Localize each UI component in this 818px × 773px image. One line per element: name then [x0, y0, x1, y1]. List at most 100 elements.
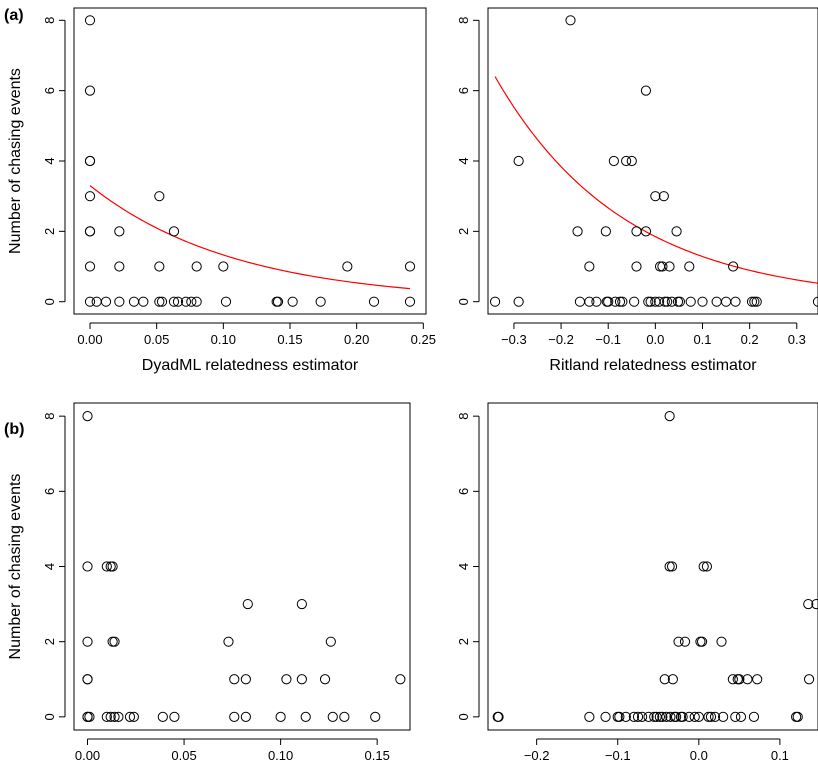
data-point	[664, 261, 675, 272]
y-tick-label: 6	[42, 488, 57, 495]
data-point	[218, 261, 229, 272]
data-point	[107, 561, 118, 572]
x-tick-label: 0.3	[788, 332, 806, 347]
data-point	[626, 155, 637, 167]
data-point	[603, 296, 614, 307]
data-point	[287, 296, 298, 307]
data-point	[614, 296, 626, 307]
y-tick-label: 0	[456, 713, 471, 720]
data-point	[339, 711, 350, 722]
data-point	[513, 155, 524, 167]
data-point	[242, 598, 253, 610]
data-point	[600, 711, 611, 722]
data-point	[631, 261, 642, 272]
y-tick-label: 4	[456, 563, 471, 570]
data-point	[632, 711, 644, 722]
y-tick-label: 4	[42, 157, 57, 164]
y-tick-label: 4	[456, 157, 471, 164]
x-tick-label: 0.1	[771, 748, 789, 763]
y-tick-label: 6	[456, 87, 471, 94]
data-point	[657, 711, 668, 722]
x-tick-label: 0.05	[144, 332, 169, 347]
data-point	[84, 191, 96, 202]
data-point	[101, 561, 112, 572]
y-tick-label: 2	[456, 228, 471, 235]
data-point	[720, 296, 732, 307]
data-point	[718, 711, 729, 722]
data-point	[107, 636, 118, 647]
data-point	[91, 296, 102, 307]
data-point	[735, 711, 747, 722]
x-tick-label: 0.2	[741, 332, 759, 347]
data-point	[128, 296, 140, 307]
data-point	[620, 711, 631, 722]
data-point	[752, 674, 763, 685]
x-tick-label: 0.0	[646, 332, 664, 347]
x-tick-label: 0.20	[344, 332, 369, 347]
data-point	[650, 191, 661, 202]
data-point	[683, 711, 695, 722]
data-point	[742, 674, 753, 685]
data-point	[703, 711, 714, 722]
data-point	[672, 296, 684, 307]
data-point	[281, 674, 292, 685]
data-point	[296, 674, 307, 685]
data-point	[154, 296, 165, 307]
data-point	[696, 636, 708, 647]
data-point	[711, 296, 722, 307]
data-point	[82, 411, 93, 422]
data-point	[154, 191, 165, 202]
y-axis-label: Number of chasing events	[7, 68, 24, 254]
plot-frame	[73, 402, 411, 731]
plot-ritland-b: −0.2−0.10.00.102468Ritland relatedness e…	[456, 402, 818, 763]
data-point	[705, 711, 717, 722]
data-point	[156, 296, 168, 307]
fit-curve	[89, 185, 411, 290]
data-point	[572, 226, 583, 237]
data-point	[493, 711, 504, 722]
data-point	[404, 261, 416, 272]
data-point	[792, 711, 803, 722]
data-point	[666, 296, 677, 307]
data-point	[395, 674, 406, 685]
data-point	[180, 296, 192, 307]
data-point	[113, 711, 124, 722]
data-point	[513, 296, 524, 307]
data-point	[651, 711, 662, 722]
y-axis-label: Number of chasing events	[7, 474, 24, 660]
data-point	[100, 296, 112, 307]
data-point	[649, 711, 660, 722]
data-point	[84, 155, 96, 167]
data-point	[671, 226, 682, 237]
data-point	[168, 296, 180, 307]
y-tick-label: 6	[456, 488, 471, 495]
data-point	[82, 674, 93, 685]
data-point	[610, 296, 621, 307]
data-point	[489, 296, 501, 307]
x-tick-label: 0.0	[690, 748, 708, 763]
y-tick-label: 8	[456, 413, 471, 420]
data-point	[728, 261, 739, 272]
data-point	[82, 711, 93, 722]
data-point	[275, 711, 286, 722]
y-tick-label: 8	[42, 413, 57, 420]
data-point	[84, 711, 95, 722]
data-point	[368, 296, 380, 307]
data-point	[730, 296, 741, 307]
data-point	[608, 155, 619, 167]
data-point	[157, 711, 168, 722]
x-tick-label: −0.2	[548, 332, 574, 347]
data-point	[82, 636, 93, 647]
data-point	[701, 561, 713, 572]
data-point	[114, 296, 125, 307]
x-tick-label: −0.3	[501, 332, 527, 347]
data-point	[191, 261, 202, 272]
data-point	[84, 15, 96, 26]
data-point	[684, 261, 695, 272]
data-point	[667, 674, 678, 685]
plot-frame	[487, 402, 818, 731]
data-point	[659, 296, 670, 307]
y-tick-label: 6	[42, 87, 57, 94]
y-tick-label: 2	[42, 228, 57, 235]
